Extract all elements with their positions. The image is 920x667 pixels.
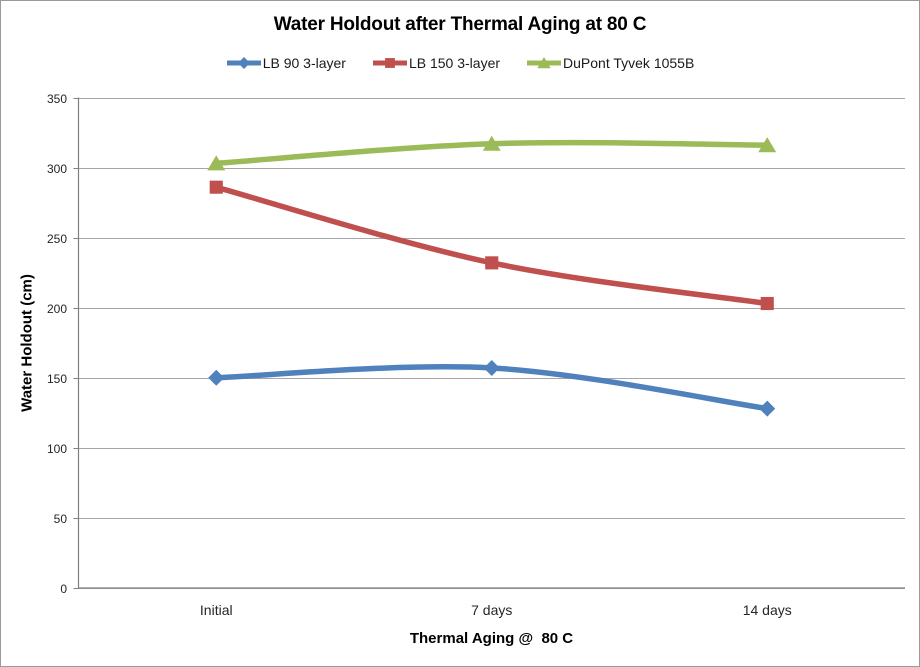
- y-axis-title: Water Holdout (cm): [18, 274, 36, 412]
- legend-item-dupont-tyvek-1055b: DuPont Tyvek 1055B: [526, 55, 694, 71]
- y-tick-label: 100: [46, 441, 67, 456]
- x-category-label: 14 days: [742, 602, 792, 618]
- legend-label: LB 150 3-layer: [408, 55, 501, 71]
- triangle-marker-dupont-tyvek-1055b: [482, 135, 501, 151]
- y-tick-label: 150: [46, 371, 67, 386]
- legend: LB 90 3-layer LB 150 3-layer DuPont Tyvek …: [1, 55, 919, 71]
- legend-diamond-icon: [226, 57, 261, 69]
- square-marker-lb-150-3-layer: [485, 256, 499, 270]
- y-tick-label: 300: [46, 161, 67, 176]
- x-axis-title: Thermal Aging @ 80 C: [409, 630, 574, 647]
- diamond-marker-lb-90-3-layer: [208, 369, 225, 386]
- diamond-marker-lb-90-3-layer: [759, 400, 776, 417]
- y-tick-label: 0: [60, 581, 67, 596]
- series-line-lb-150-3-layer: [213, 184, 770, 307]
- x-category-label: 7 days: [471, 602, 513, 618]
- legend-label: LB 90 3-layer: [262, 55, 346, 71]
- triangle-marker-dupont-tyvek-1055b: [758, 137, 777, 153]
- square-marker-lb-150-3-layer: [760, 296, 774, 311]
- y-tick-label: 50: [53, 511, 67, 526]
- y-tick-label: 350: [46, 91, 67, 106]
- triangle-marker-dupont-tyvek-1055b: [207, 155, 226, 171]
- square-marker-lb-150-3-layer: [209, 180, 223, 194]
- legend-triangle-icon: [527, 57, 562, 69]
- y-tick-label: 200: [46, 301, 67, 316]
- y-tick-label: 250: [46, 231, 67, 246]
- legend-square-icon: [372, 58, 407, 68]
- legend-item-lb-90-3-layer: LB 90 3-layer: [226, 55, 346, 71]
- legend-label: DuPont Tyvek 1055B: [563, 55, 695, 71]
- x-category-label: Initial: [199, 602, 233, 618]
- diamond-marker-lb-90-3-layer: [483, 359, 500, 376]
- chart-title: Water Holdout after Thermal Aging at 80 …: [273, 14, 647, 35]
- legend-item-lb-150-3-layer: LB 150 3-layer: [372, 55, 500, 71]
